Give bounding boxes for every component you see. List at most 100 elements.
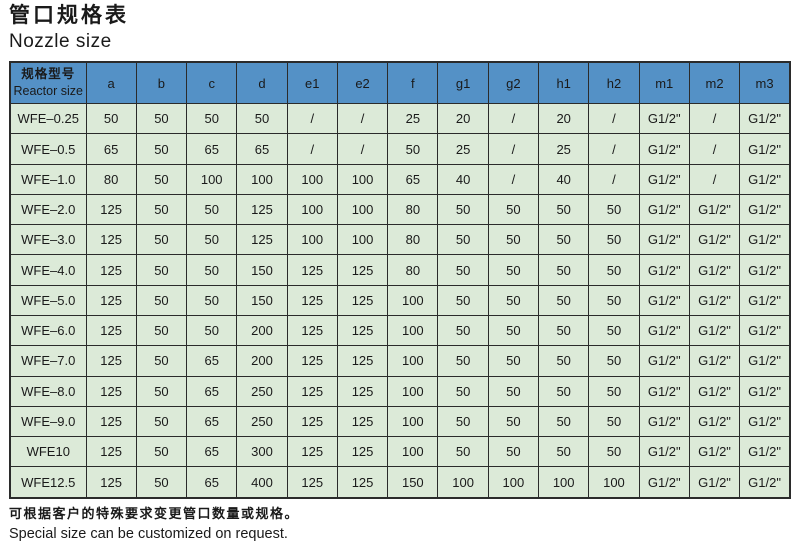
table-cell: 125 [336, 314, 389, 347]
table-cell: 100 [588, 466, 640, 499]
column-header: f [387, 61, 439, 105]
table-cell: G1/2" [739, 345, 791, 377]
row-label: WFE–5.0 [9, 284, 87, 317]
table-cell: 80 [387, 224, 439, 256]
table-cell: 65 [85, 133, 137, 165]
table-cell: 300 [236, 436, 288, 468]
table-cell: 50 [437, 254, 489, 286]
nozzle-size-table: 规格型号 Reactor size a b c d e1 e2 f g1 g2 h1 h2 m1 m2 m… [9, 61, 791, 500]
table-cell: 125 [286, 314, 338, 347]
table-cell: 125 [85, 375, 137, 407]
column-header: m3 [739, 61, 791, 105]
table-cell: 125 [85, 345, 137, 377]
table-cell: 50 [588, 314, 640, 347]
table-cell: G1/2" [638, 375, 690, 407]
table-cell: 50 [487, 405, 540, 438]
table-row: WFE10 125 50 65 300 125 125 100 50 50 50 50 G1/2" G1/… [9, 436, 791, 468]
column-header: d [236, 61, 288, 105]
table-cell: G1/2" [739, 103, 791, 135]
table-cell: 65 [186, 405, 238, 438]
table-cell: 50 [135, 163, 188, 195]
table-cell: 100 [236, 163, 288, 195]
table-cell: 50 [135, 103, 188, 135]
table-cell: G1/2" [739, 163, 791, 195]
table-cell: 125 [85, 466, 137, 499]
column-header: b [135, 61, 188, 105]
table-cell: 50 [135, 405, 188, 438]
table-cell: G1/2" [688, 284, 741, 317]
table-cell: 50 [487, 314, 540, 347]
row-label: WFE–2.0 [9, 193, 87, 226]
table-cell: 125 [336, 375, 389, 407]
table-cell: 100 [336, 163, 389, 195]
table-cell: 65 [387, 163, 439, 195]
table-cell: 50 [387, 133, 439, 165]
table-cell: 100 [538, 466, 590, 499]
table-cell: 100 [487, 466, 540, 499]
table-cell: 125 [286, 375, 338, 407]
table-cell: 50 [487, 284, 540, 317]
table-cell: 125 [85, 193, 137, 226]
table-cell: 80 [85, 163, 137, 195]
table-header: 规格型号 Reactor size a b c d e1 e2 f g1 g2 h1 h2 m1 m2 m… [9, 61, 791, 105]
table-cell: G1/2" [739, 314, 791, 347]
row-label: WFE12.5 [9, 466, 87, 499]
table-cell: G1/2" [688, 466, 741, 499]
table-row: WFE–2.0 125 50 50 125 100 100 80 50 50 50 50 G1/2" G1… [9, 193, 791, 226]
table-cell: / [688, 133, 741, 165]
table-row: WFE–3.0 125 50 50 125 100 100 80 50 50 50 50 G1/2" G1… [9, 224, 791, 256]
row-label: WFE–0.5 [9, 133, 87, 165]
row-label: WFE–7.0 [9, 345, 87, 377]
table-cell: G1/2" [688, 254, 741, 286]
table-cell: 50 [236, 103, 288, 135]
row-label: WFE–6.0 [9, 314, 87, 347]
table-cell: G1/2" [638, 405, 690, 438]
table-cell: 50 [135, 254, 188, 286]
table-cell: 125 [286, 405, 338, 438]
table-cell: 50 [487, 436, 540, 468]
table-cell: 50 [538, 375, 590, 407]
table-cell: 50 [538, 314, 590, 347]
table-cell: G1/2" [688, 436, 741, 468]
table-cell: 100 [387, 375, 439, 407]
table-cell: 100 [286, 163, 338, 195]
table-cell: 25 [437, 133, 489, 165]
table-cell: 50 [135, 224, 188, 256]
table-cell: 65 [186, 436, 238, 468]
table-cell: 125 [85, 405, 137, 438]
table-row: WFE–5.0 125 50 50 150 125 125 100 50 50 50 50 G1/2" G… [9, 284, 791, 317]
table-cell: 100 [387, 345, 439, 377]
table-cell: 200 [236, 345, 288, 377]
table-cell: 125 [236, 224, 288, 256]
table-row: WFE–6.0 125 50 50 200 125 125 100 50 50 50 50 G1/2" G… [9, 314, 791, 347]
table-cell: / [588, 133, 640, 165]
table-cell: 50 [588, 224, 640, 256]
table-row: WFE–1.0 80 50 100 100 100 100 65 40/40/G1/2" / G1/… [9, 163, 791, 195]
table-cell: 125 [286, 436, 338, 468]
table-cell: 50 [588, 193, 640, 226]
table-cell: 100 [387, 436, 439, 468]
table-cell: 100 [336, 193, 389, 226]
row-label: WFE–3.0 [9, 224, 87, 256]
table-cell: 125 [236, 193, 288, 226]
table-cell: 125 [85, 436, 137, 468]
table-cell: 50 [186, 193, 238, 226]
table-cell: 125 [85, 224, 137, 256]
table-row: WFE–9.0 125 50 65 250 125 125 100 50 50 50 50 G1/2" G… [9, 405, 791, 438]
row-label: WFE10 [9, 436, 87, 468]
table-cell: G1/2" [638, 133, 690, 165]
header-label-en: Reactor size [13, 84, 83, 99]
table-cell: 100 [437, 466, 489, 499]
header-label-zh: 规格型号 [21, 66, 76, 81]
table-cell: G1/2" [638, 436, 690, 468]
table-cell: 50 [588, 375, 640, 407]
table-cell: G1/2" [688, 345, 741, 377]
row-label: WFE–8.0 [9, 375, 87, 407]
column-header-reactor-size: 规格型号 Reactor size [9, 61, 87, 105]
table-cell: 100 [336, 224, 389, 256]
table-cell: 125 [336, 405, 389, 438]
table-cell: 100 [286, 224, 338, 256]
table-cell: / [286, 133, 338, 165]
table-cell: 80 [387, 254, 439, 286]
